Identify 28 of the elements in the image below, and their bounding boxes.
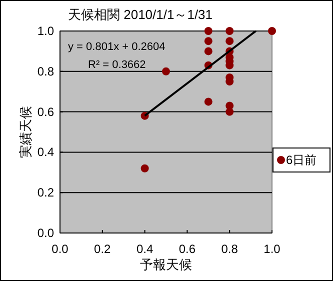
point	[204, 47, 212, 56]
point	[140, 164, 149, 172]
point	[204, 98, 212, 106]
x-tick-label: 1.0	[264, 242, 281, 256]
point	[204, 37, 212, 46]
y-tick-label: 0.0	[37, 226, 54, 240]
point	[226, 27, 234, 35]
x-axis-title: 予報天候	[140, 257, 192, 272]
x-tick-label: 0.4	[136, 242, 154, 256]
chart-title: 天候相関 2010/1/1～1/31	[68, 7, 213, 22]
y-tick-label: 0.4	[37, 145, 54, 160]
y-tick-label: 0.8	[37, 64, 54, 78]
y-tick-label: 1.0	[37, 24, 54, 38]
point	[226, 37, 234, 46]
point	[204, 27, 212, 35]
annotation: y = 0.801x + 0.2604	[68, 41, 166, 53]
y-axis-title: 実績天候	[18, 106, 33, 158]
point	[268, 27, 276, 35]
annotation: R² = 0.3662	[88, 59, 146, 71]
x-tick-label: 0.0	[52, 242, 69, 256]
y-tick-label: 0.2	[37, 186, 54, 200]
x-tick-label: 0.8	[221, 242, 238, 256]
y-tick-label: 0.6	[37, 104, 54, 119]
point	[226, 108, 234, 116]
legend-label: 6日前	[286, 153, 317, 167]
x-tick-label: 0.2	[94, 242, 112, 256]
x-tick-label: 0.6	[178, 242, 196, 256]
point	[162, 67, 170, 76]
